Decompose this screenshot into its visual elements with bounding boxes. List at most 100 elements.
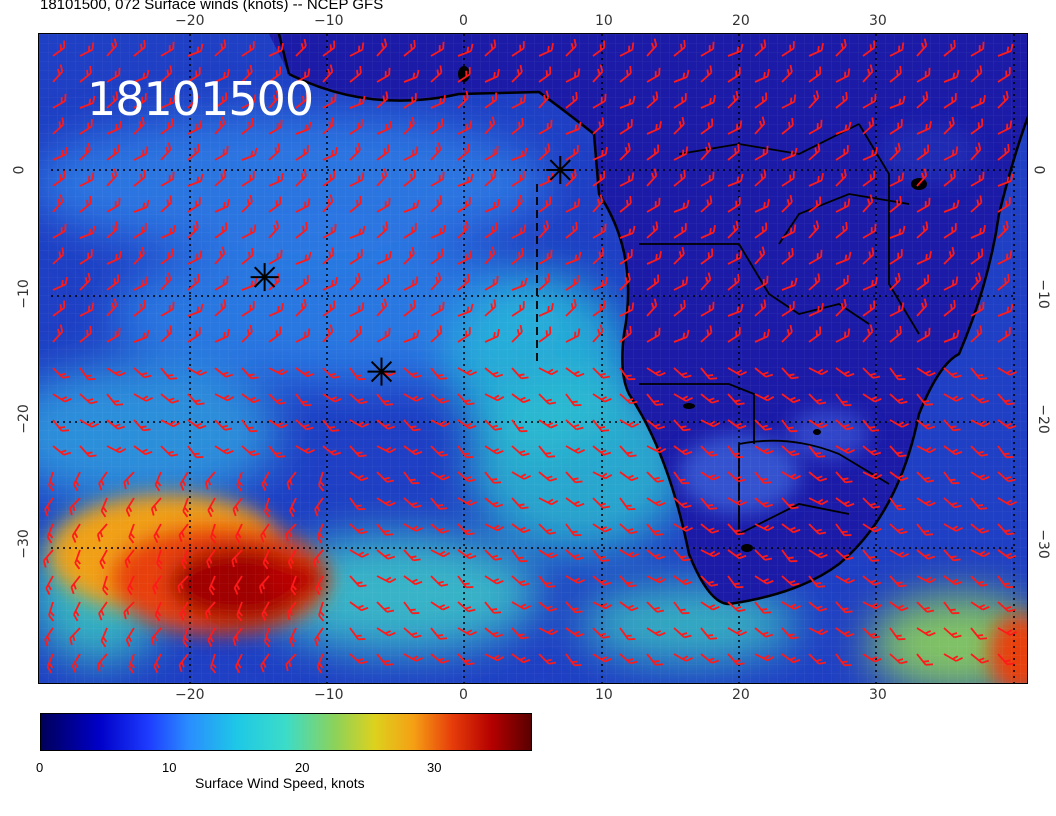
wind-barb	[484, 523, 505, 532]
wind-barb	[214, 116, 226, 135]
wind-barb	[592, 497, 611, 509]
wind-barb	[754, 246, 766, 265]
wind-barb	[781, 147, 798, 161]
wind-barb	[781, 419, 798, 433]
wind-barb	[700, 248, 714, 265]
wind-barb	[646, 575, 667, 584]
wind-barb	[231, 549, 243, 568]
wind-barb	[268, 419, 288, 429]
wind-barb	[214, 145, 229, 161]
wind-barb	[52, 170, 66, 187]
wind-barb	[970, 471, 990, 481]
wind-barb	[727, 601, 746, 613]
wind-barb	[916, 274, 930, 291]
wind-barb	[862, 653, 882, 663]
wind-barb	[73, 601, 81, 622]
wind-barb	[79, 42, 95, 57]
wind-barb	[187, 143, 200, 161]
wind-barb	[52, 64, 64, 83]
wind-barb	[916, 221, 929, 239]
wind-barb	[79, 225, 96, 239]
wind-barb	[862, 419, 880, 432]
wind-barb	[210, 653, 217, 674]
wind-barb	[565, 497, 585, 508]
wind-barb	[592, 147, 608, 161]
wind-barb	[538, 549, 558, 559]
wind-barb	[538, 43, 554, 57]
wind-barb	[943, 419, 961, 432]
wind-barb	[187, 197, 201, 213]
wind-barb	[430, 523, 450, 534]
left-lat-label: 0	[11, 165, 28, 175]
wind-barb	[318, 471, 325, 492]
wind-barb	[511, 247, 524, 265]
wind-barb	[835, 38, 847, 57]
wind-barb	[565, 145, 579, 161]
wind-barb	[241, 224, 257, 239]
wind-barb	[106, 197, 121, 213]
wind-barb	[673, 276, 689, 291]
wind-barb	[862, 247, 875, 265]
wind-barb	[781, 445, 800, 457]
wind-barb	[700, 393, 720, 404]
wind-barb	[178, 523, 189, 543]
wind-barb	[970, 575, 989, 587]
wind-barb	[673, 367, 692, 379]
wind-barb	[943, 367, 962, 379]
wind-barb	[970, 301, 985, 317]
wind-barb	[484, 69, 500, 83]
wind-barb	[862, 40, 876, 57]
wind-barb	[808, 119, 823, 135]
wind-barb	[862, 324, 874, 343]
wind-barb	[241, 94, 257, 109]
wind-barb	[160, 445, 179, 457]
wind-barb	[781, 324, 793, 343]
wind-barb	[862, 147, 878, 161]
wind-barb	[241, 445, 260, 457]
wind-barb	[295, 367, 315, 378]
left-lat-label: −30	[15, 529, 32, 559]
wind-barb	[511, 549, 528, 563]
wind-barb	[264, 627, 271, 648]
wind-barb	[889, 627, 906, 641]
wind-barb	[295, 251, 312, 265]
wind-barb	[943, 627, 962, 639]
wind-barb	[187, 67, 201, 83]
wind-barb	[187, 43, 204, 57]
wind-barb	[127, 575, 135, 596]
wind-barb	[376, 197, 391, 213]
wind-barb	[430, 171, 445, 187]
wind-barb	[322, 117, 335, 135]
wind-barb	[970, 653, 990, 664]
wind-barb	[322, 324, 334, 343]
wind-barb	[619, 367, 636, 381]
bottom-lon-label: 0	[459, 687, 468, 703]
bottom-lon-label: −20	[175, 687, 205, 703]
bottom-lon-label: 10	[595, 687, 613, 703]
wind-barb	[538, 119, 553, 135]
wind-barb	[997, 43, 1014, 57]
wind-barb	[727, 393, 745, 406]
wind-barb	[916, 367, 936, 377]
wind-barb	[160, 225, 176, 239]
wind-barb	[646, 38, 658, 57]
wind-barb	[835, 601, 853, 614]
wind-barb	[268, 445, 286, 458]
wind-barb	[125, 497, 135, 517]
wind-barb	[295, 393, 312, 407]
wind-barb	[430, 41, 445, 57]
wind-barb	[970, 393, 990, 404]
wind-barb	[889, 272, 901, 291]
wind-barb	[511, 627, 529, 640]
date-stamp: 18101500	[87, 72, 314, 126]
wind-barb	[646, 549, 666, 560]
bottom-lon-label: 30	[869, 687, 887, 703]
wind-barb	[781, 224, 797, 239]
wind-barb	[268, 220, 280, 239]
wind-barb	[700, 627, 718, 640]
wind-barb	[106, 298, 118, 317]
wind-barb	[376, 38, 388, 57]
wind-barb	[646, 121, 662, 135]
wind-barb	[403, 497, 422, 509]
wind-barb	[565, 168, 577, 187]
